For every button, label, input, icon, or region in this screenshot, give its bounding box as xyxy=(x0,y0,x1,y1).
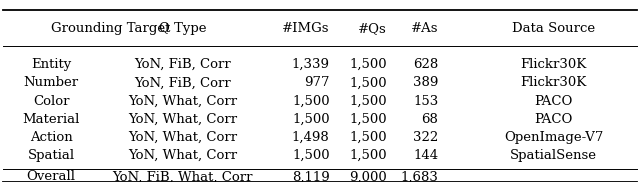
Text: YoN, What, Corr: YoN, What, Corr xyxy=(128,113,237,126)
Text: 628: 628 xyxy=(413,58,438,71)
Text: YoN, FiB, Corr: YoN, FiB, Corr xyxy=(134,76,231,89)
Text: Grounding Target: Grounding Target xyxy=(51,22,171,35)
Text: 1,500: 1,500 xyxy=(349,76,387,89)
Text: 1,500: 1,500 xyxy=(349,131,387,144)
Text: Number: Number xyxy=(24,76,79,89)
Text: 1,500: 1,500 xyxy=(349,113,387,126)
Text: Flickr30K: Flickr30K xyxy=(520,58,587,71)
Text: #IMGs: #IMGs xyxy=(282,22,330,35)
Text: YoN, FiB, Corr: YoN, FiB, Corr xyxy=(134,58,231,71)
Text: 1,500: 1,500 xyxy=(292,94,330,108)
Text: 1,500: 1,500 xyxy=(349,149,387,162)
Text: 1,498: 1,498 xyxy=(292,131,330,144)
Text: Action: Action xyxy=(30,131,72,144)
Text: 322: 322 xyxy=(413,131,438,144)
Text: YoN, What, Corr: YoN, What, Corr xyxy=(128,149,237,162)
Text: Entity: Entity xyxy=(31,58,71,71)
Text: YoN, FiB, What, Corr: YoN, FiB, What, Corr xyxy=(112,170,253,182)
Text: YoN, What, Corr: YoN, What, Corr xyxy=(128,94,237,108)
Text: PACO: PACO xyxy=(534,94,573,108)
Text: Color: Color xyxy=(33,94,70,108)
Text: Q Type: Q Type xyxy=(159,22,206,35)
Text: #Qs: #Qs xyxy=(358,22,387,35)
Text: 1,500: 1,500 xyxy=(349,94,387,108)
Text: Spatial: Spatial xyxy=(28,149,75,162)
Text: 8,119: 8,119 xyxy=(292,170,330,182)
Text: #As: #As xyxy=(411,22,438,35)
Text: YoN, What, Corr: YoN, What, Corr xyxy=(128,131,237,144)
Text: 1,500: 1,500 xyxy=(292,149,330,162)
Text: 144: 144 xyxy=(413,149,438,162)
Text: 1,339: 1,339 xyxy=(292,58,330,71)
Text: 1,500: 1,500 xyxy=(349,58,387,71)
Text: SpatialSense: SpatialSense xyxy=(510,149,597,162)
Text: 9,000: 9,000 xyxy=(349,170,387,182)
Text: 1,500: 1,500 xyxy=(292,113,330,126)
Text: PACO: PACO xyxy=(534,113,573,126)
Text: OpenImage-V7: OpenImage-V7 xyxy=(504,131,604,144)
Text: 68: 68 xyxy=(422,113,438,126)
Text: 153: 153 xyxy=(413,94,438,108)
Text: Flickr30K: Flickr30K xyxy=(520,76,587,89)
Text: 1,683: 1,683 xyxy=(401,170,438,182)
Text: Data Source: Data Source xyxy=(512,22,595,35)
Text: Overall: Overall xyxy=(27,170,76,182)
Text: 389: 389 xyxy=(413,76,438,89)
Text: Material: Material xyxy=(22,113,80,126)
Text: 977: 977 xyxy=(304,76,330,89)
